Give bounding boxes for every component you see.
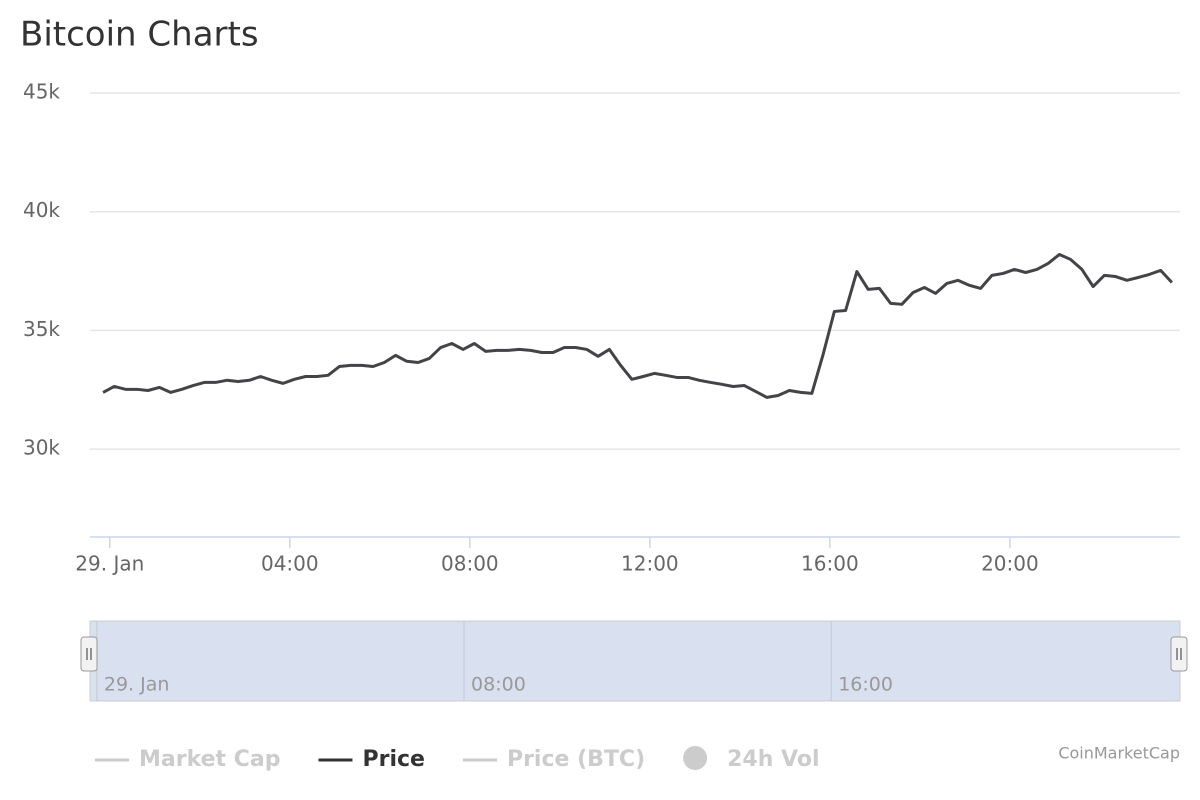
navigator-tick-label: 08:00	[471, 674, 526, 696]
legend-item[interactable]: Price	[362, 747, 424, 772]
x-tick-label: 20:00	[981, 552, 1039, 576]
legend-item[interactable]: Market Cap	[139, 747, 280, 772]
x-tick-label: 16:00	[801, 552, 859, 576]
legend-item[interactable]: 24h Vol	[727, 747, 819, 772]
x-tick-label: 08:00	[441, 552, 499, 576]
legend-item[interactable]: Price (BTC)	[507, 747, 645, 772]
navigator-tick-label: 16:00	[838, 674, 893, 696]
navigator-mask[interactable]	[89, 620, 1181, 702]
y-tick-label: 30k	[23, 436, 60, 460]
navigator-handle[interactable]	[1170, 636, 1188, 672]
x-tick-label: 04:00	[261, 552, 319, 576]
legend-symbol[interactable]	[683, 746, 708, 770]
y-tick-label: 40k	[23, 198, 60, 222]
price-line	[102, 252, 1173, 399]
x-tick-label: 12:00	[621, 552, 679, 576]
x-tick-label: 29. Jan	[75, 552, 144, 576]
credits[interactable]: CoinMarketCap	[1058, 744, 1180, 763]
y-tick-label: 45k	[23, 80, 60, 104]
navigator-handle[interactable]	[80, 636, 98, 672]
chart-title: Bitcoin Charts	[20, 15, 259, 55]
navigator-tick-label: 29. Jan	[104, 674, 170, 696]
y-tick-label: 35k	[23, 317, 60, 341]
